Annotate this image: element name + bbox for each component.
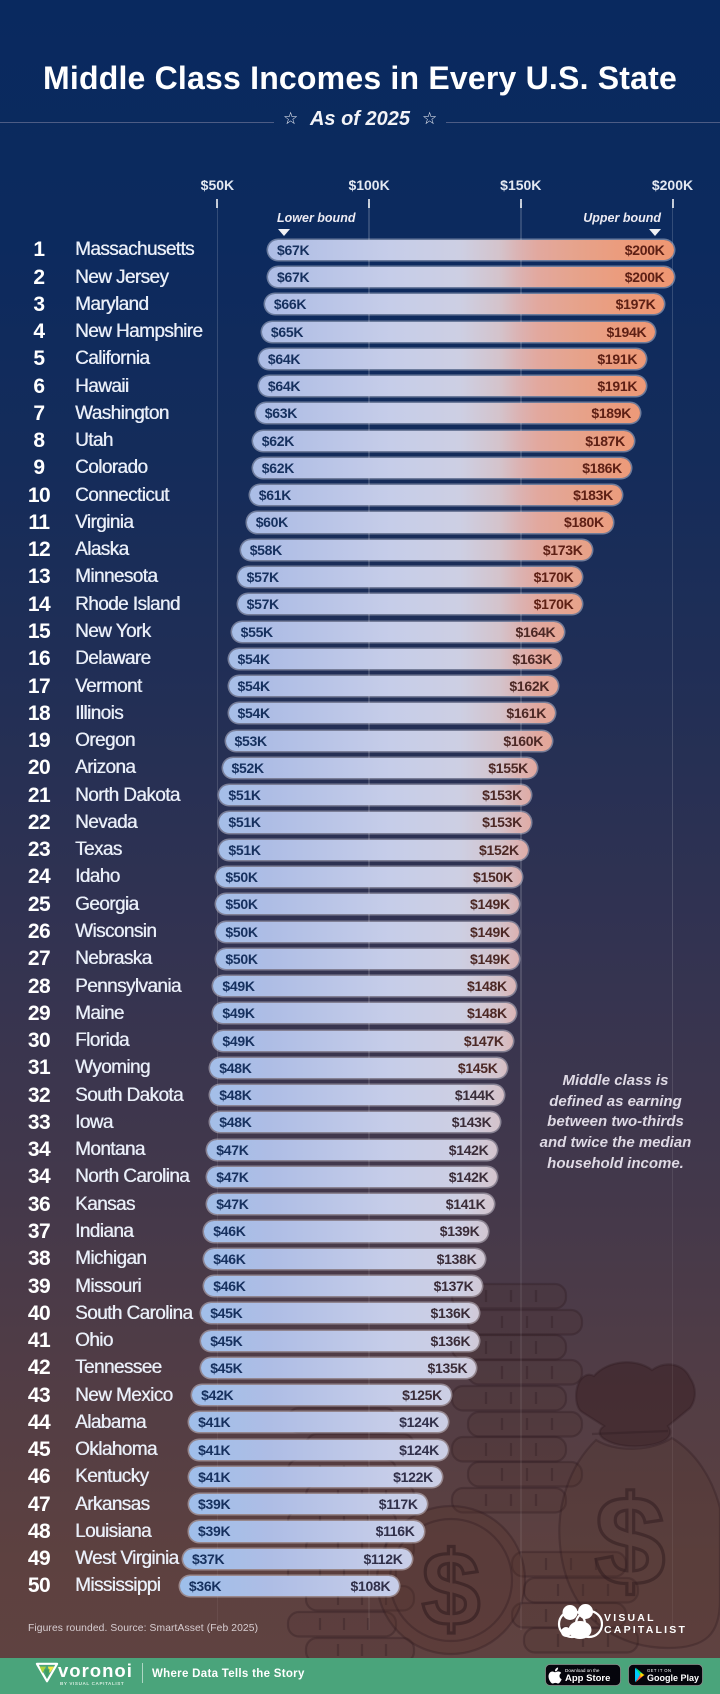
svg-text:Download on the: Download on the: [565, 1668, 600, 1673]
svg-text:GET IT ON: GET IT ON: [647, 1668, 671, 1673]
svg-text:$: $: [422, 1530, 481, 1648]
svg-text:App Store: App Store: [565, 1673, 610, 1684]
svg-text:$: $: [594, 1470, 665, 1613]
svg-text:Google Play: Google Play: [647, 1673, 699, 1683]
